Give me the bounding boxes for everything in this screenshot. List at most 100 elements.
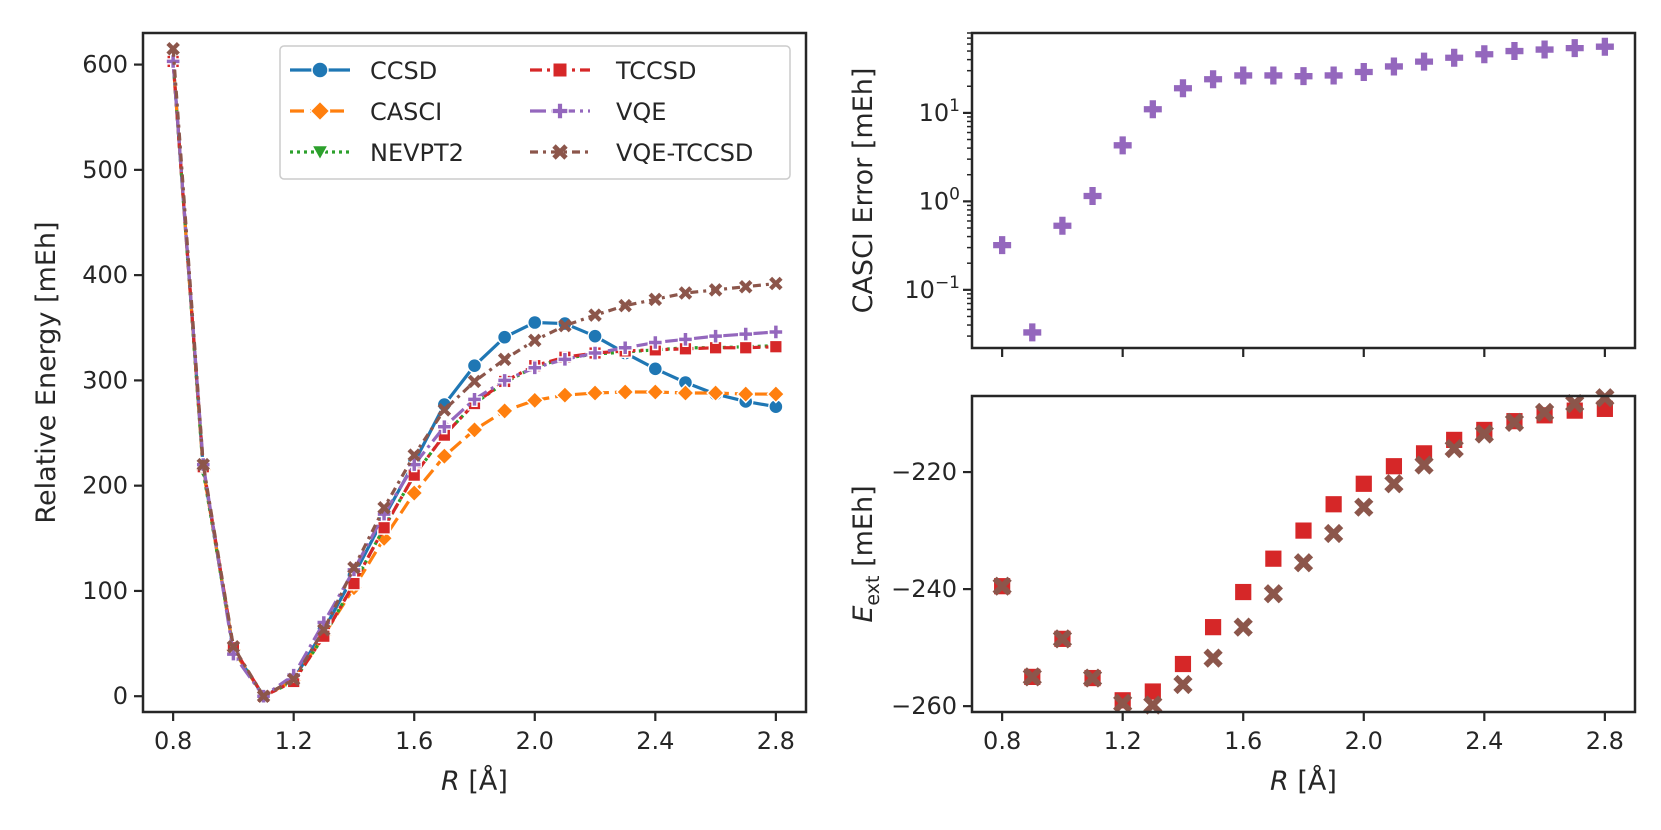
data-point-vqe	[768, 324, 784, 340]
data-point-tccsd	[1325, 496, 1342, 513]
data-point-tccsd	[1295, 522, 1312, 539]
data-point-vqe-tccsd-b	[1534, 402, 1555, 423]
legend-marker	[552, 144, 568, 160]
data-point-vqe-error	[1324, 66, 1343, 85]
legend-item-tccsd: TCCSD	[530, 57, 696, 85]
data-point-vqe-tccsd	[1263, 584, 1283, 604]
data-point-vqe-tccsd	[1203, 648, 1223, 668]
data-point-vqe	[165, 53, 181, 70]
data-point-tccsd	[768, 339, 783, 354]
y-tick-label: −220	[891, 458, 957, 486]
data-point-tccsd	[377, 520, 392, 535]
data-point-vqe-error	[1475, 45, 1494, 64]
data-point-vqe-error	[1053, 216, 1072, 235]
data-point-vqe-tccsd	[1293, 553, 1314, 573]
data-point-vqe	[527, 360, 543, 376]
data-point-vqe-error	[1595, 37, 1614, 56]
data-point-vqe-tccsd	[1113, 693, 1133, 713]
plot-frame	[970, 394, 1637, 714]
data-point-vqe-tccsd-b	[992, 576, 1012, 596]
data-point-vqe-tccsd-b	[1595, 388, 1615, 408]
data-point-vqe-tccsd-b	[286, 672, 301, 687]
data-point-vqe-error	[1505, 42, 1524, 61]
data-point-vqe-tccsd	[528, 333, 542, 348]
y-tick-label: 200	[82, 472, 128, 500]
data-point-tccsd	[1235, 583, 1252, 601]
legend-item-nevpt2: NEVPT2	[290, 139, 464, 167]
data-point-vqe-tccsd-b	[1504, 412, 1525, 432]
data-point-vqe-tccsd	[256, 689, 271, 703]
data-point-vqe-error	[1415, 52, 1434, 71]
x-tick-label: 2.8	[757, 727, 795, 755]
x-axis-label: R [Å]	[441, 765, 508, 797]
data-point-vqe-tccsd-b	[1565, 393, 1585, 414]
data-point-vqe-tccsd-b	[528, 333, 542, 348]
series-line-tccsd	[171, 61, 776, 698]
data-point-vqe	[557, 351, 573, 368]
data-point-vqe-tccsd-b	[166, 42, 180, 56]
data-point-vqe	[466, 391, 483, 408]
data-point-vqe-tccsd	[286, 672, 301, 687]
data-point-vqe-tccsd	[1143, 695, 1163, 715]
y-tick-label: 100	[919, 184, 960, 215]
data-point-vqe-tccsd-b	[618, 298, 632, 313]
data-point-vqe-tccsd	[1534, 402, 1555, 423]
data-point-vqe-tccsd	[1354, 497, 1374, 517]
data-point-vqe-error	[1535, 40, 1554, 59]
data-point-vqe-tccsd-b	[1324, 523, 1344, 544]
data-point-vqe-tccsd-b	[467, 374, 482, 389]
data-point-vqe-tccsd-b	[678, 286, 693, 300]
data-point-ccsd	[496, 329, 513, 345]
data-point-vqe	[707, 328, 724, 344]
data-point-vqe-tccsd-b	[1384, 474, 1404, 494]
legend-marker	[310, 144, 330, 162]
data-point-ccsd	[466, 357, 483, 374]
data-point-vqe-tccsd	[1595, 388, 1615, 408]
data-point-vqe-error	[1264, 66, 1283, 85]
data-point-vqe-tccsd	[1082, 668, 1103, 688]
data-point-vqe-tccsd-b	[1022, 667, 1042, 687]
data-point-vqe-error	[1083, 186, 1102, 205]
data-point-vqe-tccsd	[992, 576, 1012, 596]
data-point-vqe-tccsd	[497, 352, 512, 367]
data-point-vqe-error	[1565, 39, 1584, 58]
data-point-vqe-tccsd	[377, 501, 391, 515]
data-point-vqe-tccsd	[1504, 412, 1525, 432]
data-point-vqe-tccsd-b	[226, 639, 241, 654]
data-point-vqe-tccsd	[769, 276, 783, 291]
y-tick-label: 101	[919, 96, 960, 127]
y-tick-label: 0	[113, 682, 128, 710]
legend-item-vqe-tccsd: VQE-TCCSD	[530, 139, 753, 167]
series-vqe-tccsd	[992, 388, 1615, 715]
data-point-vqe-tccsd	[166, 42, 180, 56]
data-point-vqe-tccsd-b	[648, 292, 663, 307]
y-tick-label: 500	[82, 156, 128, 184]
data-point-tccsd	[1355, 475, 1372, 492]
x-tick-label: 1.2	[1104, 727, 1142, 755]
data-point-vqe-tccsd	[226, 639, 241, 654]
x-tick-label: 1.6	[1224, 727, 1262, 755]
legend-item-vqe: VQE	[530, 98, 666, 126]
data-point-vqe-tccsd	[1173, 674, 1193, 695]
data-point-vqe-tccsd	[1474, 424, 1494, 444]
data-point-vqe-error	[1294, 67, 1313, 86]
data-point-vqe-tccsd-b	[1474, 424, 1494, 444]
data-point-vqe-tccsd-b	[1173, 674, 1193, 695]
data-point-vqe-error	[1354, 62, 1373, 81]
data-point-vqe-tccsd-b	[407, 448, 421, 462]
data-point-vqe-tccsd-b	[588, 308, 602, 322]
y-axis-label: CASCI Error [mEh]	[848, 68, 879, 314]
legend-label: VQE-TCCSD	[616, 139, 753, 167]
data-point-vqe	[738, 326, 754, 342]
data-point-ccsd	[527, 314, 543, 331]
data-point-casci	[585, 383, 605, 403]
data-point-vqe-tccsd	[738, 279, 753, 294]
data-point-vqe-tccsd	[196, 457, 211, 472]
data-point-vqe-tccsd	[1414, 455, 1434, 475]
data-point-vqe-error	[1384, 57, 1403, 76]
legend-label: TCCSD	[615, 57, 696, 85]
data-point-vqe-tccsd-b	[1354, 497, 1374, 517]
legend-marker	[551, 102, 569, 120]
data-point-vqe-tccsd-b	[1052, 629, 1073, 649]
